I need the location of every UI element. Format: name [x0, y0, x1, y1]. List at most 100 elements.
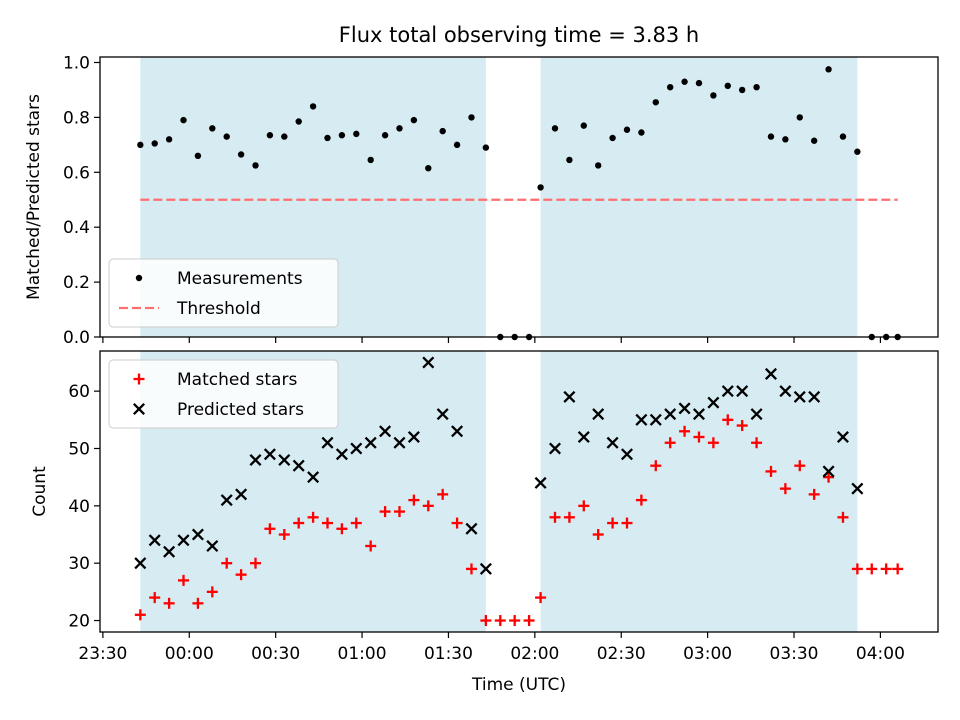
measurement-point — [566, 156, 573, 164]
matched-star-point — [607, 517, 619, 529]
matched-star-point — [293, 517, 305, 529]
matched-star-point — [494, 615, 506, 627]
x-stroke — [692, 408, 705, 421]
measurement-point — [666, 83, 674, 91]
matched-star-point — [235, 569, 247, 581]
predicted-star-point — [793, 390, 806, 403]
measurement-point — [266, 132, 274, 139]
predicted-star-point — [407, 431, 420, 444]
matched-star-point — [221, 557, 233, 569]
x-tick-label: 01:00 — [338, 644, 387, 664]
x-stroke — [465, 522, 478, 535]
matched-star-point — [679, 425, 691, 437]
x-stroke — [235, 488, 248, 501]
y-tick-label: 0.2 — [63, 273, 90, 293]
x-stroke — [292, 459, 305, 472]
measurement-point — [482, 144, 490, 151]
predicted-star-point — [779, 385, 792, 398]
predicted-star-point — [148, 534, 161, 547]
x-stroke — [635, 413, 648, 426]
x-stroke — [191, 528, 204, 541]
matched-star-point — [206, 586, 218, 598]
predicted-star-point — [307, 471, 320, 484]
measurement-point — [468, 114, 475, 121]
predicted-star-point — [436, 408, 449, 421]
legend-marker — [133, 373, 145, 385]
matched-star-point — [549, 511, 561, 523]
measurement-point — [825, 66, 832, 73]
matched-star-point — [350, 517, 362, 529]
matched-star-point — [578, 500, 590, 512]
predicted-star-point — [822, 465, 835, 478]
matched-star-point — [393, 506, 405, 518]
legend-label: Matched stars — [177, 370, 297, 390]
x-stroke — [206, 539, 219, 552]
matched-star-point — [563, 511, 575, 523]
ratio-panel: 0.0 0.2 0.4 0.6 0.8 1.0 Matched/Predicted star… — [24, 53, 939, 348]
measurement-point — [165, 136, 173, 143]
predicted-star-point — [263, 448, 276, 461]
x-stroke — [364, 436, 377, 449]
matched-star-point — [592, 529, 604, 541]
matched-star-point — [779, 483, 791, 495]
x-stroke — [793, 390, 806, 403]
matched-star-point — [621, 517, 633, 529]
y-axis-label: Matched/Predicted stars — [24, 94, 44, 300]
y-tick-label: 1.0 — [63, 53, 90, 73]
matched-star-point — [437, 488, 449, 500]
x-stroke — [851, 482, 864, 495]
legend-marker — [132, 402, 146, 416]
predicted-star-point — [220, 494, 233, 507]
predicted-star-point — [736, 385, 749, 398]
predicted-star-point — [764, 367, 777, 380]
measurement-point — [425, 164, 432, 172]
x-stroke — [163, 545, 176, 558]
x-tick-label: 03:00 — [683, 644, 732, 664]
matched-star-point — [336, 523, 348, 535]
measurement-point — [237, 151, 245, 158]
y-tick-label: 20 — [68, 612, 90, 632]
legend: Measurements Threshold — [108, 258, 339, 328]
matched-star-point — [664, 437, 676, 449]
predicted-star-point — [465, 522, 478, 535]
x-stroke — [664, 408, 677, 421]
measurement-point — [796, 114, 803, 121]
matched-star-point — [851, 563, 863, 575]
legend-label: Threshold — [176, 299, 261, 319]
x-stroke — [451, 425, 464, 438]
matched-star-point — [693, 431, 705, 443]
predicted-star-point — [548, 442, 562, 455]
x-stroke — [534, 476, 547, 489]
measurement-point — [724, 82, 731, 90]
x-tick-label: 00:30 — [251, 644, 300, 664]
x-stroke — [321, 436, 334, 449]
x-stroke — [249, 453, 262, 466]
legend-marker — [135, 274, 143, 282]
shaded-interval — [540, 351, 858, 632]
measurement-point — [551, 125, 559, 132]
measurement-point — [194, 152, 202, 160]
measurement-point — [782, 136, 789, 143]
matched-star-point — [635, 494, 647, 506]
predicted-star-point — [278, 453, 291, 466]
y-tick-label: 0.4 — [63, 218, 90, 238]
y-axis-label: Count — [30, 466, 50, 517]
matched-star-point — [535, 592, 547, 604]
legend-label: Predicted stars — [177, 400, 304, 420]
x-stroke — [822, 465, 835, 478]
matched-star-point — [480, 615, 492, 627]
x-tick-label: 00:00 — [165, 644, 214, 664]
matched-star-point — [465, 563, 477, 575]
x-stroke — [335, 448, 348, 461]
matched-star-point — [451, 517, 463, 529]
matched-star-point — [379, 506, 391, 518]
predicted-star-point — [635, 413, 648, 426]
x-stroke — [808, 390, 821, 403]
predicted-star-point — [292, 459, 305, 472]
matched-star-point — [250, 557, 262, 569]
x-tick-label: 01:30 — [424, 644, 473, 664]
legend-box — [108, 258, 339, 328]
x-stroke — [678, 402, 691, 415]
matched-star-point — [823, 471, 835, 483]
